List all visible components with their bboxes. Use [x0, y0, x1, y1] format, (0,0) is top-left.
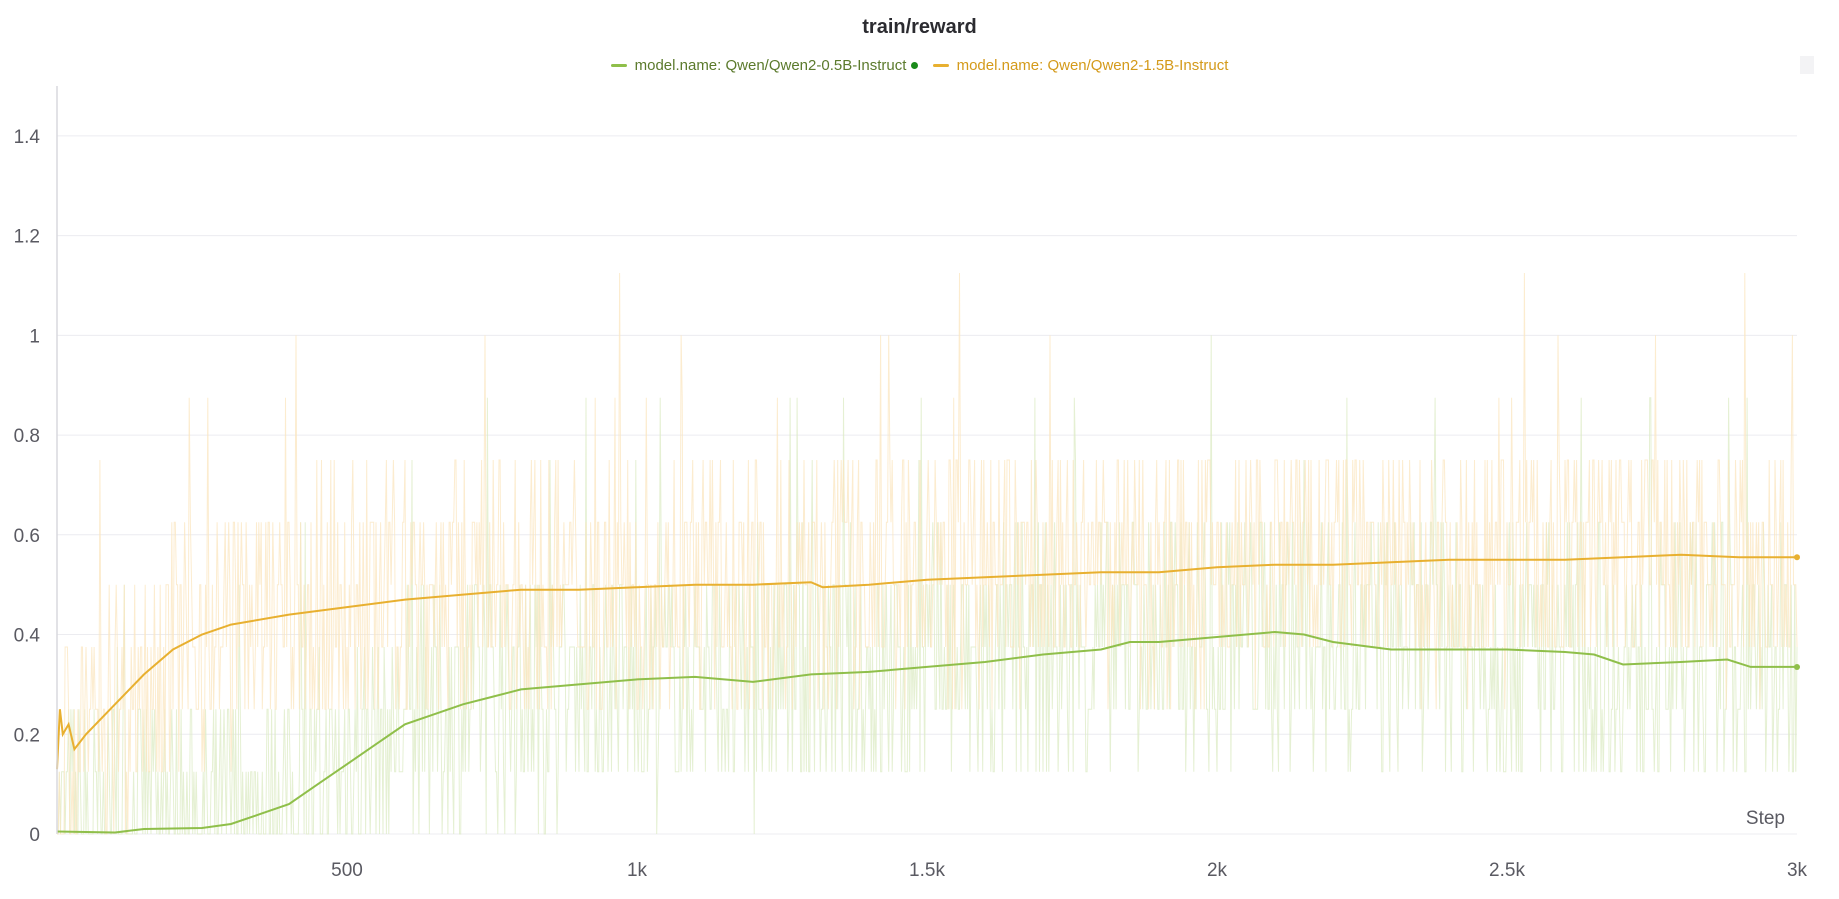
y-tick-label: 0.6 [14, 526, 40, 547]
x-tick-label: 2.5k [1489, 860, 1525, 881]
series-end-point-1 [1794, 554, 1800, 561]
raw-series-0 [57, 335, 1798, 835]
x-tick-label: 3k [1787, 860, 1808, 881]
raw-series-1 [57, 272, 1798, 835]
x-tick-label: 1.5k [909, 860, 945, 881]
x-tick-label: 1k [627, 860, 648, 881]
y-tick-label: 0.2 [14, 725, 40, 746]
y-tick-label: 1.4 [14, 127, 41, 148]
legend-swatch [610, 64, 627, 67]
series-end-point-0 [1794, 663, 1800, 670]
x-tick-label: 2k [1207, 860, 1228, 881]
series-line-0 [56, 630, 1797, 834]
legend-swatch [932, 64, 949, 67]
legend: model.name: Qwen/Qwen2-0.5B-Instruct mod… [0, 54, 1839, 74]
legend-item-0.5b[interactable]: model.name: Qwen/Qwen2-0.5B-Instruct [610, 57, 919, 74]
highlight-dot-icon [911, 62, 919, 69]
y-tick-label: 0.4 [14, 626, 41, 647]
y-tick-label: 0 [29, 825, 40, 846]
series-line-1 [56, 553, 1797, 770]
chart-title: train/reward [862, 16, 977, 38]
y-tick-label: 1 [29, 326, 40, 347]
legend-item-1.5b[interactable]: model.name: Qwen/Qwen2-1.5B-Instruct [932, 57, 1229, 74]
legend-label: model.name: Qwen/Qwen2-0.5B-Instruct [634, 57, 907, 74]
chart-corner-box [1800, 56, 1814, 74]
y-tick-label: 1.2 [14, 227, 40, 248]
legend-label: model.name: Qwen/Qwen2-1.5B-Instruct [956, 57, 1229, 74]
x-axis-label: Step [1746, 808, 1785, 829]
x-tick-label: 500 [331, 860, 363, 881]
y-tick-label: 0.8 [14, 426, 40, 447]
